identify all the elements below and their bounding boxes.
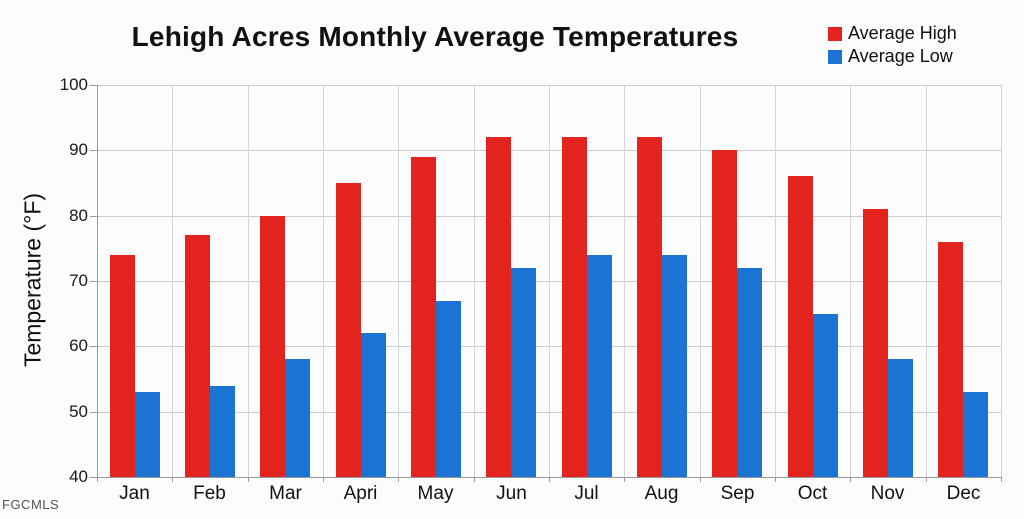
v-gridline-8 bbox=[700, 85, 701, 477]
v-gridline-5 bbox=[474, 85, 475, 477]
v-gridline-4 bbox=[398, 85, 399, 477]
bar-average-low-may bbox=[436, 301, 461, 477]
x-tick-6 bbox=[549, 477, 550, 482]
bar-average-low-oct bbox=[813, 314, 838, 477]
chart-title: Lehigh Acres Monthly Average Temperature… bbox=[131, 21, 739, 52]
x-tick-label-may: May bbox=[417, 483, 454, 504]
v-gridline-11 bbox=[926, 85, 927, 477]
y-tick-90 bbox=[90, 150, 97, 151]
x-tick-label-jul: Jul bbox=[574, 483, 599, 504]
bar-average-low-jun bbox=[511, 268, 536, 477]
v-gridline-3 bbox=[323, 85, 324, 477]
bar-average-high-aug bbox=[637, 137, 662, 477]
bar-average-high-may bbox=[411, 157, 436, 477]
x-tick-label-mar: Mar bbox=[269, 483, 302, 504]
legend-swatch-high-icon bbox=[828, 26, 842, 41]
x-tick-7 bbox=[624, 477, 625, 482]
x-tick-5 bbox=[474, 477, 475, 482]
y-tick-label-80: 80 bbox=[69, 206, 88, 225]
bar-average-low-feb bbox=[210, 386, 235, 477]
v-gridline-10 bbox=[850, 85, 851, 477]
y-axis-line bbox=[97, 85, 98, 478]
v-gridline-1 bbox=[172, 85, 173, 477]
x-tick-12 bbox=[1001, 477, 1002, 482]
y-tick-40 bbox=[90, 477, 97, 478]
x-tick-label-feb: Feb bbox=[193, 483, 226, 504]
x-tick-label-sep: Sep bbox=[720, 483, 755, 504]
legend-label-average-low: Average Low bbox=[848, 46, 953, 66]
v-gridline-9 bbox=[775, 85, 776, 477]
bar-average-high-nov bbox=[863, 209, 888, 477]
v-gridline-2 bbox=[248, 85, 249, 477]
x-tick-2 bbox=[248, 477, 249, 482]
legend-label-average-high: Average High bbox=[848, 23, 957, 43]
x-tick-label-nov: Nov bbox=[870, 483, 905, 504]
bar-average-low-sep bbox=[737, 268, 762, 477]
bar-average-high-jul bbox=[562, 137, 587, 477]
v-gridline-12 bbox=[1001, 85, 1002, 477]
legend: Average High Average Low bbox=[828, 22, 957, 68]
bar-average-high-oct bbox=[788, 176, 813, 477]
y-tick-label-100: 100 bbox=[59, 75, 88, 94]
bar-average-high-jan bbox=[110, 255, 135, 477]
bar-average-low-aug bbox=[662, 255, 687, 477]
y-tick-label-70: 70 bbox=[69, 271, 88, 290]
y-tick-80 bbox=[90, 216, 97, 217]
bar-average-low-jan bbox=[135, 392, 160, 477]
bar-average-low-mar bbox=[285, 359, 310, 477]
y-tick-50 bbox=[90, 412, 97, 413]
x-tick-label-jun: Jun bbox=[496, 483, 527, 504]
y-tick-label-50: 50 bbox=[69, 402, 88, 421]
x-tick-label-aug: Aug bbox=[644, 483, 679, 504]
x-tick-11 bbox=[926, 477, 927, 482]
x-tick-label-apri: Apri bbox=[343, 483, 378, 504]
legend-swatch-low-icon bbox=[828, 49, 842, 64]
bar-average-high-dec bbox=[938, 242, 963, 477]
x-axis-line bbox=[97, 477, 1001, 478]
bar-average-high-mar bbox=[260, 216, 285, 477]
bar-average-low-dec bbox=[963, 392, 988, 477]
x-tick-label-dec: Dec bbox=[946, 483, 981, 504]
x-tick-0 bbox=[97, 477, 98, 482]
y-tick-60 bbox=[90, 346, 97, 347]
x-tick-3 bbox=[323, 477, 324, 482]
bar-average-high-feb bbox=[185, 235, 210, 477]
x-tick-label-jan: Jan bbox=[119, 483, 150, 504]
x-tick-10 bbox=[850, 477, 851, 482]
bar-average-high-sep bbox=[712, 150, 737, 477]
x-tick-4 bbox=[398, 477, 399, 482]
y-tick-label-40: 40 bbox=[69, 467, 88, 486]
bar-average-low-nov bbox=[888, 359, 913, 477]
x-tick-1 bbox=[172, 477, 173, 482]
y-tick-70 bbox=[90, 281, 97, 282]
v-gridline-7 bbox=[624, 85, 625, 477]
y-tick-label-60: 60 bbox=[69, 336, 88, 355]
bar-average-low-jul bbox=[587, 255, 612, 477]
watermark: FGCMLS bbox=[2, 497, 60, 512]
bar-average-high-apri bbox=[336, 183, 361, 477]
legend-item-average-high: Average High bbox=[828, 22, 957, 45]
v-gridline-6 bbox=[549, 85, 550, 477]
legend-item-average-low: Average Low bbox=[828, 45, 957, 68]
x-tick-9 bbox=[775, 477, 776, 482]
y-tick-label-90: 90 bbox=[69, 140, 88, 159]
x-tick-8 bbox=[700, 477, 701, 482]
bar-average-high-jun bbox=[486, 137, 511, 477]
bar-average-low-apri bbox=[361, 333, 386, 477]
x-tick-label-oct: Oct bbox=[797, 483, 828, 504]
y-tick-100 bbox=[90, 85, 97, 86]
